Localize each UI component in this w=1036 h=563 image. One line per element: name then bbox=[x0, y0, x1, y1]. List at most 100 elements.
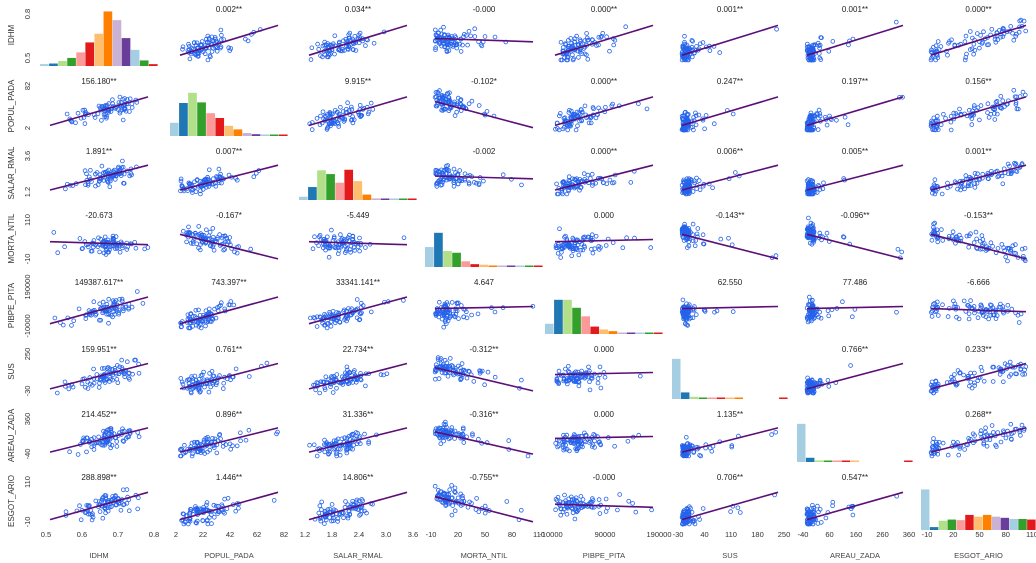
scatter-point bbox=[735, 505, 741, 511]
scatter-point bbox=[894, 309, 899, 315]
scatter-point bbox=[969, 122, 975, 127]
scatter-point bbox=[696, 178, 702, 183]
scatter-point bbox=[567, 178, 572, 184]
histogram-bar bbox=[461, 261, 470, 267]
scatter-point bbox=[466, 180, 472, 186]
scatter-point bbox=[600, 30, 605, 36]
scatter-point bbox=[102, 234, 108, 240]
scatter-point bbox=[804, 41, 810, 47]
scatter-point bbox=[460, 42, 465, 48]
scatter-point bbox=[995, 246, 1001, 251]
scatter-point bbox=[562, 492, 567, 498]
scatter-point bbox=[337, 452, 343, 458]
scatter-point bbox=[1023, 28, 1028, 34]
scatter-point bbox=[679, 57, 685, 63]
cell-morta_ntil-pibpe_pita: 0.000 bbox=[553, 211, 654, 260]
scatter-point bbox=[202, 177, 208, 183]
scatter-point bbox=[449, 483, 454, 488]
histogram-bar bbox=[260, 134, 270, 136]
coefficient-label: 0.706** bbox=[717, 473, 743, 482]
coefficient-label: 0.156** bbox=[965, 77, 991, 86]
scatter-point bbox=[576, 252, 582, 258]
histogram-bar bbox=[832, 460, 842, 462]
coefficient-label: 149387.617** bbox=[75, 278, 124, 287]
scatter-point bbox=[117, 249, 123, 255]
histogram-bar bbox=[524, 265, 534, 267]
cell-salar_rmal-areau_zada: 0.005** bbox=[804, 147, 904, 197]
scatter-point bbox=[435, 90, 441, 96]
histogram-bar bbox=[470, 264, 480, 267]
scatter-point bbox=[92, 115, 98, 120]
scatter-point bbox=[209, 521, 214, 526]
fit-line bbox=[806, 233, 904, 260]
scatter-point bbox=[769, 432, 774, 437]
scatter-point bbox=[450, 503, 456, 508]
scatter-point bbox=[826, 48, 832, 54]
scatter-point bbox=[444, 39, 449, 45]
cell-areau_zada-esgot_ario: 0.268** bbox=[928, 410, 1027, 459]
scatter-point bbox=[326, 254, 332, 260]
scatter-point bbox=[648, 245, 653, 250]
scatter-point bbox=[357, 248, 362, 254]
coefficient-label: 0.000 bbox=[594, 410, 615, 419]
scatter-point bbox=[559, 189, 565, 195]
scatter-point bbox=[211, 176, 216, 182]
histogram-bar bbox=[139, 60, 149, 66]
scatter-point bbox=[590, 250, 596, 256]
scatter-point bbox=[717, 50, 722, 55]
fit-line bbox=[806, 305, 904, 310]
fit-line bbox=[434, 100, 534, 129]
scatter-point bbox=[313, 387, 319, 393]
scatter-point bbox=[99, 118, 104, 123]
scatter-point bbox=[935, 313, 941, 318]
scatter-point bbox=[206, 389, 212, 395]
scatter-point bbox=[1000, 379, 1006, 385]
scatter-point bbox=[685, 182, 691, 187]
scatter-point bbox=[233, 508, 239, 514]
scatter-point bbox=[966, 244, 971, 250]
scatter-point bbox=[213, 45, 218, 50]
scatter-point bbox=[458, 97, 464, 102]
scatter-point bbox=[603, 243, 609, 248]
histogram-bar bbox=[326, 174, 335, 200]
histogram-bar bbox=[635, 332, 645, 334]
scatter-point bbox=[210, 226, 216, 231]
scatter-point bbox=[84, 449, 89, 455]
scatter-point bbox=[338, 232, 343, 237]
scatter-point bbox=[957, 106, 962, 112]
scatter-point bbox=[612, 443, 617, 449]
scatter-point bbox=[85, 183, 91, 188]
scatter-point bbox=[327, 111, 333, 117]
coefficient-label: -5.449 bbox=[347, 211, 370, 220]
scatter-point bbox=[349, 107, 355, 112]
scatter-point bbox=[592, 438, 597, 444]
scatter-point bbox=[679, 113, 685, 119]
scatter-point bbox=[110, 97, 115, 102]
scatter-point bbox=[993, 99, 999, 105]
scatter-point bbox=[929, 314, 935, 319]
scatter-point bbox=[209, 368, 215, 374]
scatter-point bbox=[1020, 89, 1026, 95]
cell-idhm-areau_zada: 0.001** bbox=[804, 5, 904, 63]
scatter-point bbox=[1016, 320, 1022, 325]
scatter-point bbox=[211, 248, 217, 253]
scatter-point bbox=[365, 111, 371, 117]
cell-popul_pada-areau_zada: 0.197** bbox=[804, 77, 905, 133]
scatter-point bbox=[471, 180, 477, 185]
scatter-point bbox=[180, 46, 185, 52]
cell-idhm-sus: 0.001** bbox=[679, 5, 779, 63]
cell-sus-salar_rmal: 22.734** bbox=[308, 345, 408, 396]
fit-line bbox=[806, 24, 904, 56]
scatter-point bbox=[939, 227, 944, 232]
scatter-point bbox=[565, 363, 571, 369]
cell-esgot_ario-areau_zada: 0.547** bbox=[804, 473, 904, 527]
scatter-point bbox=[995, 174, 1000, 180]
scatter-point bbox=[271, 498, 277, 503]
scatter-point bbox=[210, 435, 215, 441]
coefficient-label: 0.000** bbox=[965, 5, 991, 14]
scatter-point bbox=[326, 51, 331, 56]
fit-line bbox=[930, 164, 1027, 191]
scatter-point bbox=[684, 191, 690, 197]
scatter-point bbox=[322, 39, 328, 45]
coefficient-label: 1.891** bbox=[86, 147, 112, 156]
